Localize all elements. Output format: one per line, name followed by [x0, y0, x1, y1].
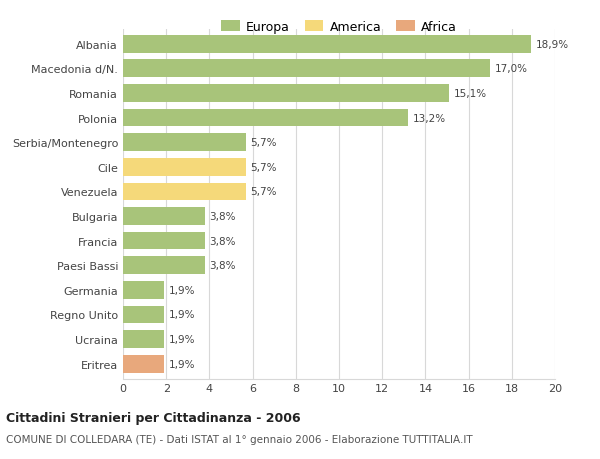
Text: 3,8%: 3,8%: [209, 236, 236, 246]
Text: 3,8%: 3,8%: [209, 212, 236, 222]
Bar: [123, 257, 205, 274]
Bar: [123, 232, 205, 250]
Text: 1,9%: 1,9%: [169, 285, 195, 295]
Text: 5,7%: 5,7%: [250, 138, 277, 148]
Text: 18,9%: 18,9%: [536, 39, 569, 50]
Bar: [123, 306, 164, 324]
Text: COMUNE DI COLLEDARA (TE) - Dati ISTAT al 1° gennaio 2006 - Elaborazione TUTTITAL: COMUNE DI COLLEDARA (TE) - Dati ISTAT al…: [6, 434, 473, 444]
Bar: [123, 281, 164, 299]
Bar: [123, 355, 164, 373]
Bar: [123, 158, 246, 176]
Bar: [123, 207, 205, 225]
Bar: [123, 183, 246, 201]
Bar: [123, 109, 408, 127]
Text: 1,9%: 1,9%: [169, 359, 195, 369]
Bar: [123, 134, 246, 151]
Text: 1,9%: 1,9%: [169, 310, 195, 320]
Text: 3,8%: 3,8%: [209, 261, 236, 271]
Text: 17,0%: 17,0%: [494, 64, 527, 74]
Legend: Europa, America, Africa: Europa, America, Africa: [217, 17, 461, 37]
Text: 15,1%: 15,1%: [454, 89, 487, 99]
Text: 5,7%: 5,7%: [250, 162, 277, 173]
Bar: [123, 330, 164, 348]
Text: 1,9%: 1,9%: [169, 334, 195, 344]
Text: Cittadini Stranieri per Cittadinanza - 2006: Cittadini Stranieri per Cittadinanza - 2…: [6, 411, 301, 424]
Bar: [123, 85, 449, 102]
Text: 13,2%: 13,2%: [412, 113, 446, 123]
Bar: [123, 36, 531, 53]
Bar: [123, 60, 490, 78]
Text: 5,7%: 5,7%: [250, 187, 277, 197]
